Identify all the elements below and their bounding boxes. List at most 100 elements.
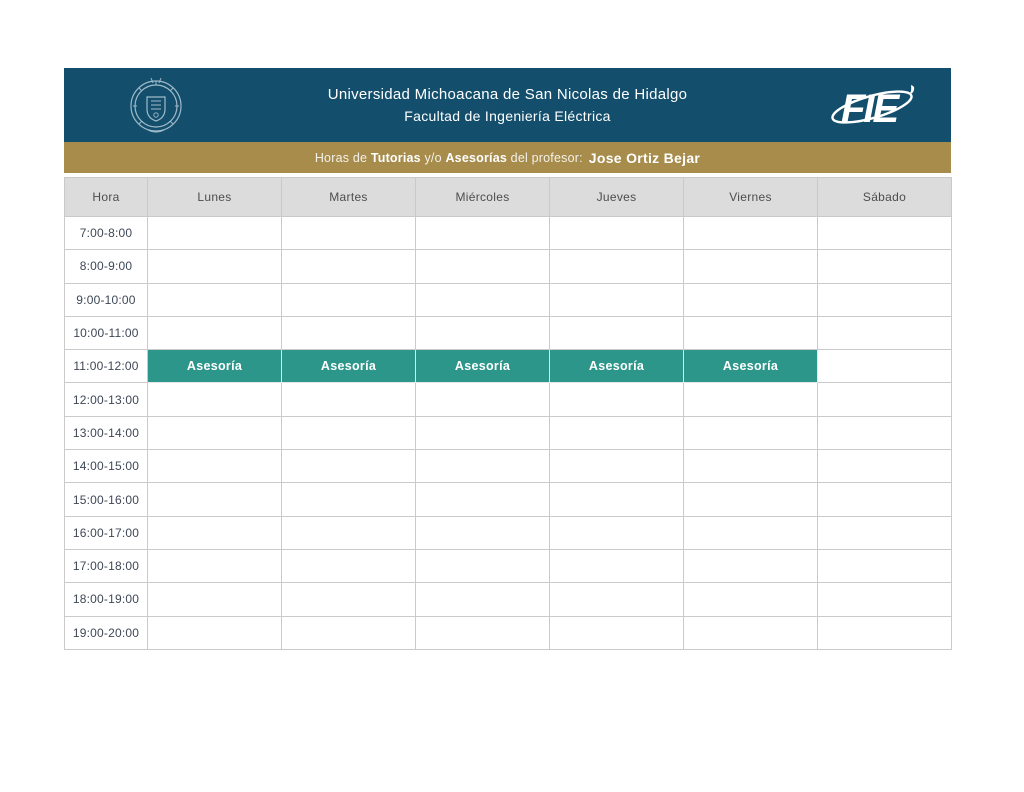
table-row: 14:00-15:00 bbox=[64, 449, 952, 484]
table-row: 15:00-16:00 bbox=[64, 482, 952, 517]
empty-cell bbox=[683, 382, 818, 417]
time-label: 7:00-8:00 bbox=[64, 215, 148, 251]
table-row: 7:00-8:00 bbox=[64, 215, 952, 251]
table-row: 13:00-14:00 bbox=[64, 415, 952, 451]
empty-cell bbox=[281, 282, 416, 317]
event-cell: Asesoría bbox=[549, 349, 684, 384]
empty-cell bbox=[281, 515, 416, 550]
banner-text: Horas de Tutorias y/o Asesorías del prof… bbox=[314, 150, 583, 165]
empty-cell bbox=[683, 415, 818, 451]
empty-cell bbox=[281, 548, 416, 584]
schedule-page: Universidad Michoacana de San Nicolas de… bbox=[64, 68, 952, 650]
empty-cell bbox=[817, 382, 952, 417]
column-header-2: Martes bbox=[281, 177, 416, 217]
table-row: 8:00-9:00 bbox=[64, 249, 952, 284]
fie-apostrophe bbox=[909, 85, 915, 94]
empty-cell bbox=[817, 615, 952, 650]
empty-cell bbox=[817, 282, 952, 317]
column-header-1: Lunes bbox=[147, 177, 282, 217]
event-cell: Asesoría bbox=[683, 349, 818, 384]
empty-cell bbox=[683, 482, 818, 517]
empty-cell bbox=[415, 249, 550, 284]
empty-cell bbox=[415, 282, 550, 317]
faculty-title: Facultad de Ingeniería Eléctrica bbox=[404, 108, 611, 124]
empty-cell bbox=[147, 482, 282, 517]
table-row: 17:00-18:00 bbox=[64, 548, 952, 584]
empty-cell bbox=[817, 449, 952, 484]
empty-cell bbox=[281, 615, 416, 650]
table-row: 12:00-13:00 bbox=[64, 382, 952, 417]
empty-cell bbox=[415, 582, 550, 617]
table-row: 9:00-10:00 bbox=[64, 282, 952, 317]
empty-cell bbox=[415, 515, 550, 550]
empty-cell bbox=[549, 515, 684, 550]
empty-cell bbox=[549, 315, 684, 351]
empty-cell bbox=[683, 315, 818, 351]
empty-cell bbox=[817, 548, 952, 584]
empty-cell bbox=[281, 315, 416, 351]
time-label: 16:00-17:00 bbox=[64, 515, 148, 550]
event-cell: Asesoría bbox=[415, 349, 550, 384]
empty-cell bbox=[415, 615, 550, 650]
empty-cell bbox=[281, 482, 416, 517]
empty-cell bbox=[817, 249, 952, 284]
empty-cell bbox=[817, 482, 952, 517]
empty-cell bbox=[817, 315, 952, 351]
time-label: 9:00-10:00 bbox=[64, 282, 148, 317]
empty-cell bbox=[415, 315, 550, 351]
table-row: 16:00-17:00 bbox=[64, 515, 952, 550]
empty-cell bbox=[683, 582, 818, 617]
banner: Horas de Tutorias y/o Asesorías del prof… bbox=[64, 142, 951, 173]
empty-cell bbox=[147, 582, 282, 617]
empty-cell bbox=[817, 215, 952, 251]
table-row: 18:00-19:00 bbox=[64, 582, 952, 617]
column-header-4: Jueves bbox=[549, 177, 684, 217]
time-label: 17:00-18:00 bbox=[64, 548, 148, 584]
column-header-3: Miércoles bbox=[415, 177, 550, 217]
column-header-row: Hora Lunes Martes Miércoles Jueves Viernes Sáb… bbox=[64, 177, 952, 217]
empty-cell bbox=[415, 449, 550, 484]
fie-text: FIE bbox=[841, 87, 901, 131]
empty-cell bbox=[415, 415, 550, 451]
time-label: 12:00-13:00 bbox=[64, 382, 148, 417]
empty-cell bbox=[147, 515, 282, 550]
empty-cell bbox=[549, 449, 684, 484]
empty-cell bbox=[817, 582, 952, 617]
empty-cell bbox=[549, 282, 684, 317]
empty-cell bbox=[549, 415, 684, 451]
empty-cell bbox=[683, 615, 818, 650]
empty-cell bbox=[147, 548, 282, 584]
empty-cell bbox=[147, 249, 282, 284]
time-label: 18:00-19:00 bbox=[64, 582, 148, 617]
empty-cell bbox=[549, 249, 684, 284]
empty-cell bbox=[415, 482, 550, 517]
empty-cell bbox=[147, 615, 282, 650]
column-header-0: Hora bbox=[64, 177, 148, 217]
empty-cell bbox=[147, 215, 282, 251]
empty-cell bbox=[281, 215, 416, 251]
time-label: 13:00-14:00 bbox=[64, 415, 148, 451]
empty-cell bbox=[147, 315, 282, 351]
time-label: 19:00-20:00 bbox=[64, 615, 148, 650]
umsnh-seal-icon bbox=[126, 75, 186, 135]
empty-cell bbox=[147, 382, 282, 417]
empty-cell bbox=[281, 449, 416, 484]
empty-cell bbox=[415, 548, 550, 584]
time-label: 8:00-9:00 bbox=[64, 249, 148, 284]
empty-cell bbox=[549, 548, 684, 584]
empty-cell bbox=[549, 382, 684, 417]
table-row: 10:00-11:00 bbox=[64, 315, 952, 351]
header-titles: Universidad Michoacana de San Nicolas de… bbox=[64, 68, 951, 142]
time-label: 14:00-15:00 bbox=[64, 449, 148, 484]
empty-cell bbox=[817, 349, 952, 384]
empty-cell bbox=[281, 415, 416, 451]
empty-cell bbox=[147, 415, 282, 451]
professor-name: Jose Ortiz Bejar bbox=[588, 149, 701, 166]
university-title: Universidad Michoacana de San Nicolas de… bbox=[327, 86, 688, 103]
empty-cell bbox=[683, 515, 818, 550]
empty-cell bbox=[683, 215, 818, 251]
column-header-5: Viernes bbox=[683, 177, 818, 217]
empty-cell bbox=[683, 282, 818, 317]
empty-cell bbox=[549, 615, 684, 650]
schedule-table: Hora Lunes Martes Miércoles Jueves Viernes Sáb… bbox=[64, 177, 952, 650]
